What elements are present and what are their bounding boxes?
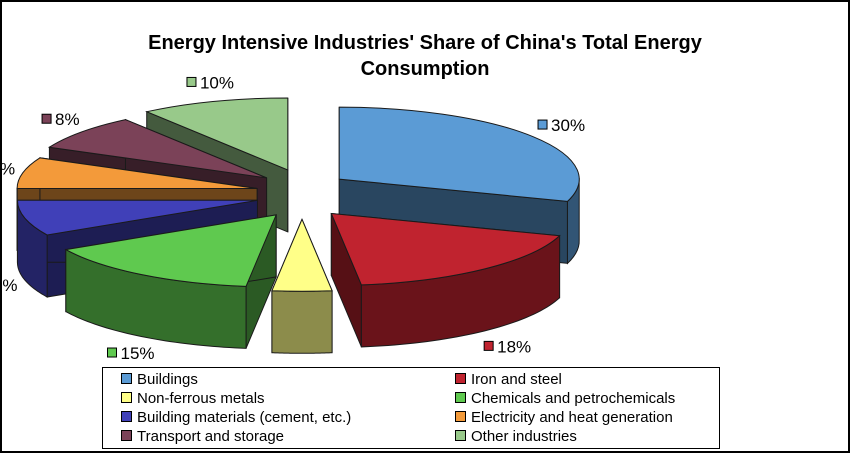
legend-label: Electricity and heat generation [471, 409, 673, 426]
slice-label-5: 8% [2, 276, 17, 295]
slice-label-marker [483, 340, 494, 351]
legend-swatch [455, 430, 466, 441]
slice-value-label: 15% [121, 344, 155, 363]
legend-swatch [121, 392, 132, 403]
legend-label: Chemicals and petrochemicals [471, 390, 676, 407]
pie-slice-2 [330, 212, 561, 348]
slice-label-8: 10% [186, 73, 234, 92]
legend-label: Buildings [137, 371, 198, 388]
slice-label-2: 18% [483, 337, 531, 356]
legend-label: Non-ferrous metals [137, 390, 265, 407]
legend-item: Transport and storage [121, 428, 284, 446]
chart-title-line-1: Energy Intensive Industries' Share of Ch… [148, 32, 702, 54]
legend-item: Iron and steel [455, 371, 562, 389]
chart-title: Energy Intensive Industries' Share of Ch… [2, 30, 848, 82]
slice-label-marker [41, 113, 52, 124]
slice-value-label: 30% [551, 116, 585, 135]
chart-title-line-2: Consumption [360, 58, 490, 80]
slice-label-marker [107, 347, 118, 358]
legend-swatch [121, 430, 132, 441]
slice-value-label: 8% [55, 110, 80, 129]
slice-label-6: 7% [2, 159, 15, 178]
legend-swatch [455, 373, 466, 384]
legend-swatch [121, 373, 132, 384]
slice-label-7: 8% [41, 110, 80, 129]
slice-value-label: 8% [2, 276, 17, 295]
legend-item: Chemicals and petrochemicals [455, 390, 675, 408]
slice-label-marker [186, 76, 197, 87]
legend-item: Building materials (cement, etc.) [121, 409, 351, 427]
legend-swatch [455, 392, 466, 403]
slice-label-marker [537, 119, 548, 130]
legend-swatch [121, 411, 132, 422]
chart-legend: Buildings Iron and steel Non-ferrous metal… [102, 367, 720, 449]
legend-item: Buildings [121, 371, 198, 389]
slice-value-label: 18% [497, 337, 531, 356]
legend-item: Non-ferrous metals [121, 390, 265, 408]
legend-label: Iron and steel [471, 371, 562, 388]
pie-slice-4 [64, 214, 277, 349]
legend-label: Transport and storage [137, 428, 285, 445]
legend-item: Other industries [455, 428, 577, 446]
legend-label: Building materials (cement, etc.) [137, 409, 352, 426]
legend-item: Electricity and heat generation [455, 409, 673, 427]
slice-value-label: 7% [2, 159, 15, 178]
pie-slice-3 [271, 218, 333, 354]
legend-label: Other industries [471, 428, 577, 445]
slice-value-label: 10% [200, 73, 234, 92]
legend-swatch [455, 411, 466, 422]
slice-label-4: 15% [107, 344, 155, 363]
slice-label-1: 30% [537, 116, 585, 135]
